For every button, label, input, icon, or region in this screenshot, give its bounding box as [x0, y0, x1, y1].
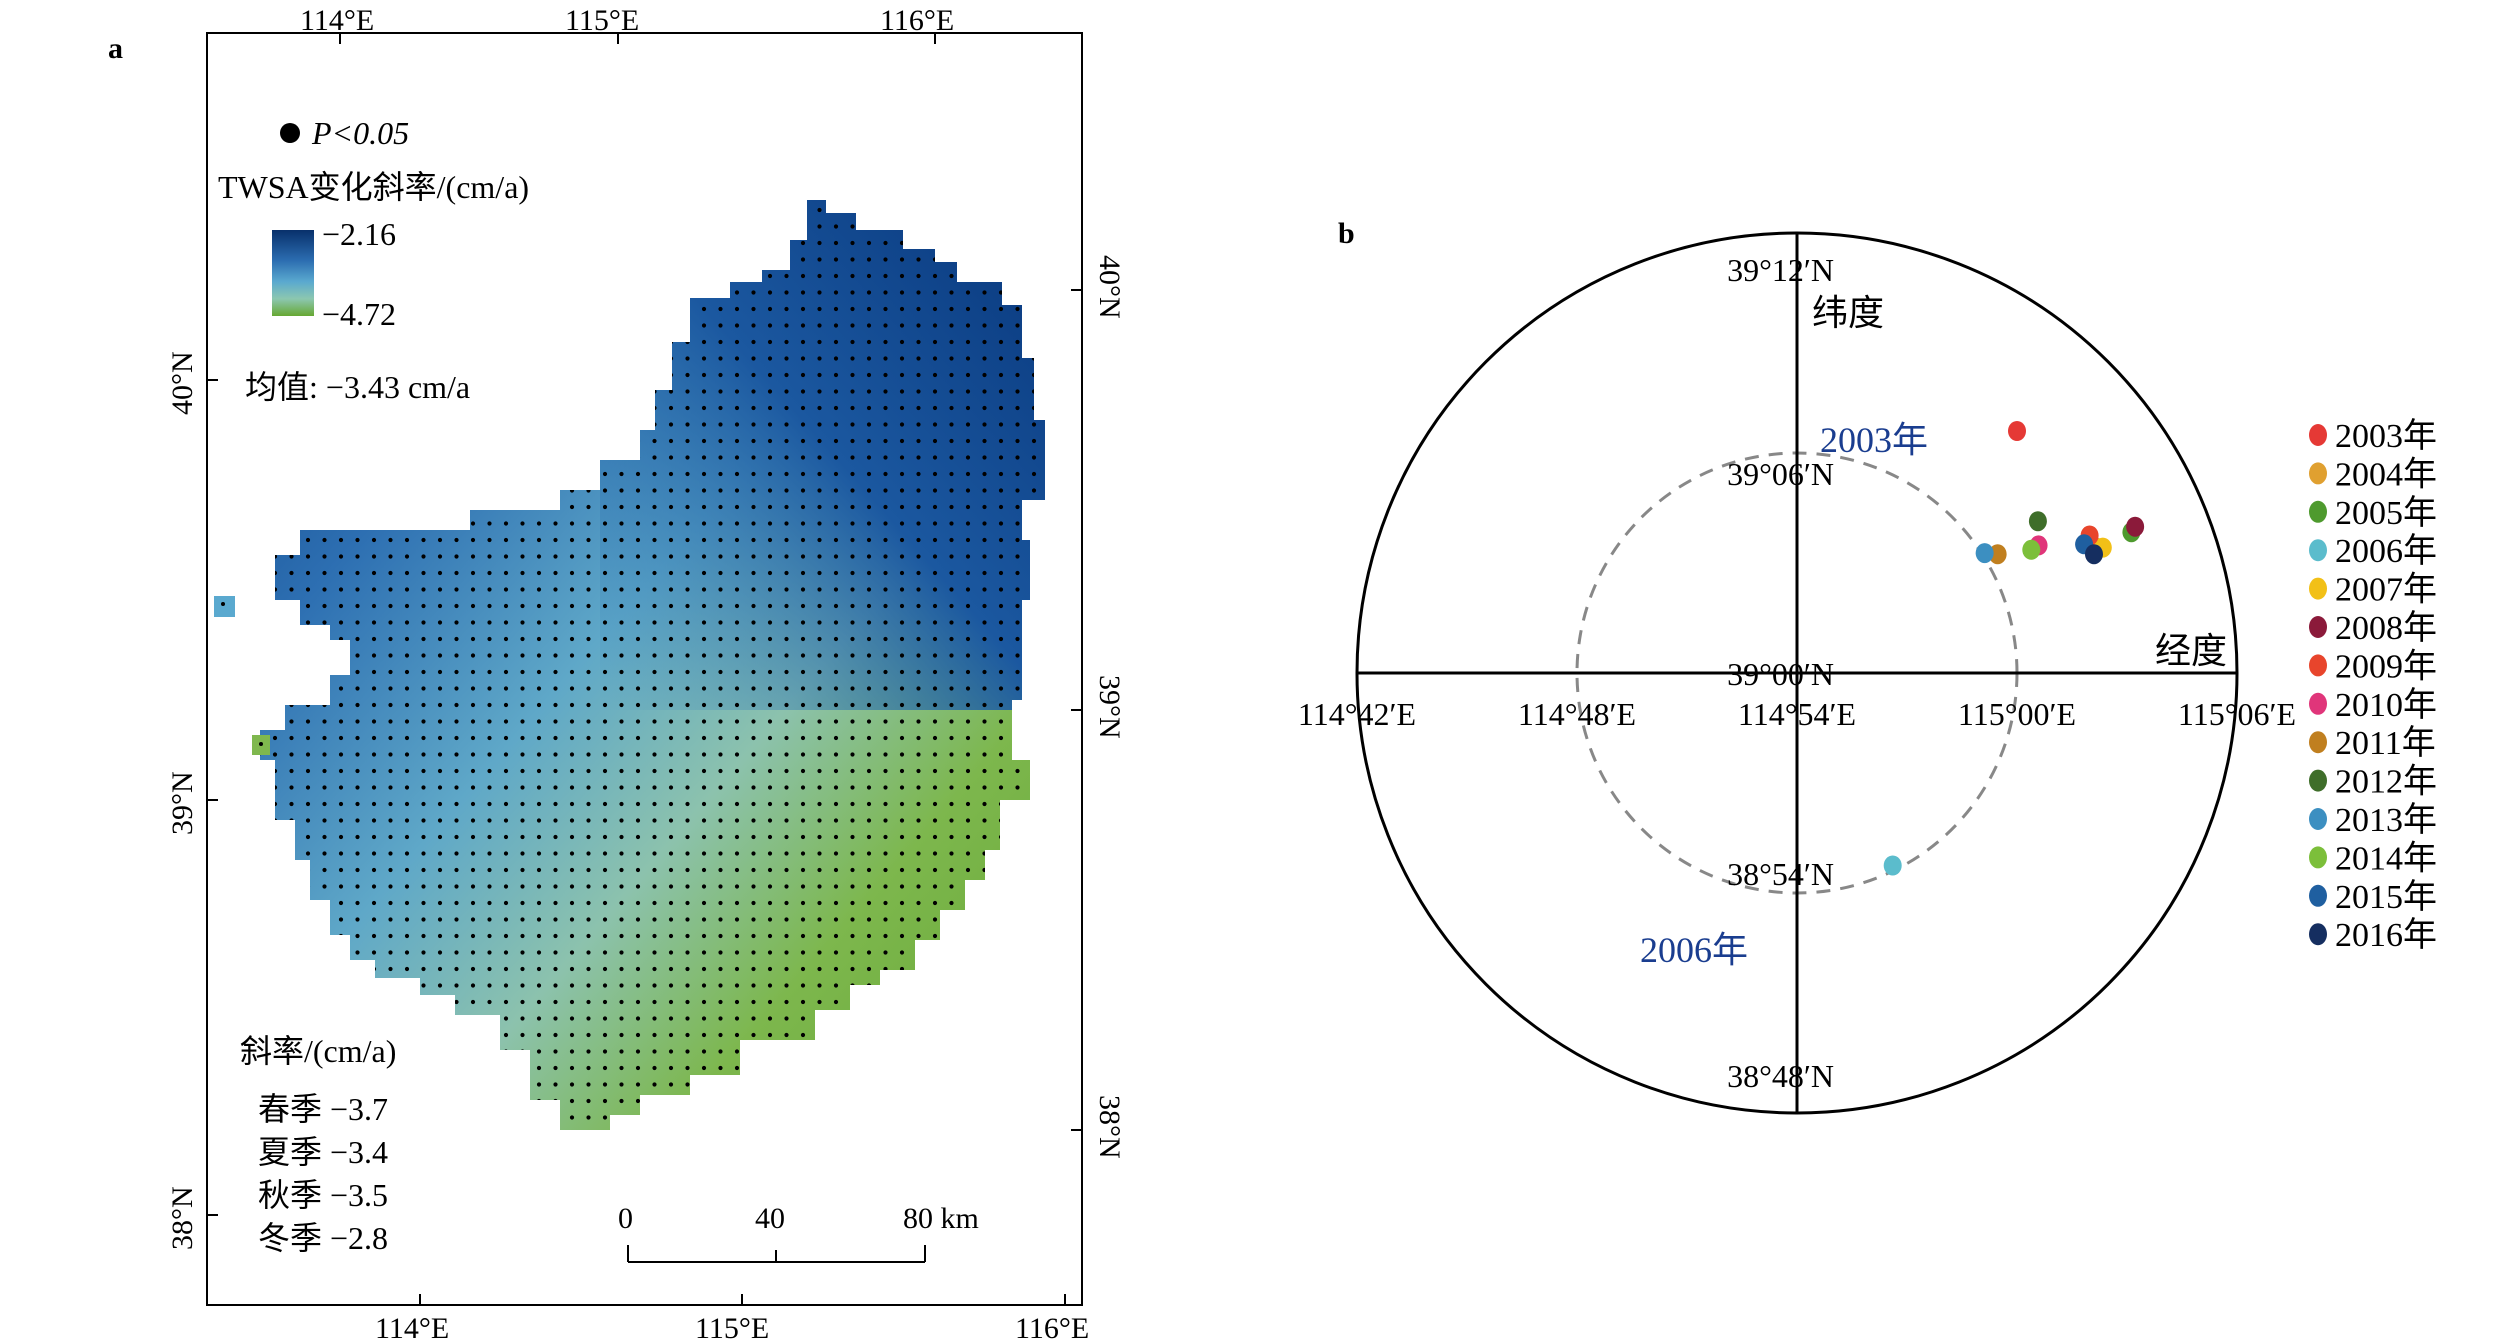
- lat-tick-3: 38°54′N: [1727, 856, 1834, 892]
- legend-label-4: 2007年: [2335, 571, 2437, 609]
- slope-spring: 春季 −3.7: [258, 1091, 388, 1127]
- slope-summer: 夏季 −3.4: [258, 1134, 388, 1170]
- legend-label-8: 2011年: [2335, 724, 2436, 762]
- right-tick-38: 38°N: [1093, 1095, 1126, 1159]
- top-tick-114: 114°E: [300, 4, 374, 37]
- centroid-points: [1883, 421, 2145, 876]
- panel-b: b 纬度 经度 39°12′N 39°06′N 39°00′N 38°54′N …: [1298, 217, 2437, 1115]
- centroid-point-10: [1975, 543, 1994, 564]
- top-tick-labels: 114°E 115°E 116°E: [300, 4, 954, 37]
- right-tick-39: 39°N: [1093, 675, 1126, 739]
- map-frame: [206, 32, 1083, 1306]
- centroid-point-13: [2085, 544, 2103, 565]
- legend-label-9: 2012年: [2335, 763, 2437, 801]
- legend-label-7: 2010年: [2335, 686, 2437, 724]
- legend-swatch-11: [2309, 846, 2327, 869]
- longitude-axis-label: 经度: [2155, 631, 2227, 671]
- legend-label-13: 2016年: [2335, 916, 2437, 954]
- legend-label-6: 2009年: [2335, 647, 2437, 685]
- legend-label-11: 2014年: [2335, 839, 2437, 877]
- right-tick-40: 40°N: [1093, 255, 1126, 319]
- panel-a-label: a: [108, 32, 123, 65]
- scale-tick-40: 40: [755, 1202, 785, 1235]
- centroid-point-9: [2028, 511, 2047, 532]
- bottom-tick-labels: 114°E 115°E 116°E: [375, 1312, 1089, 1339]
- legend-swatch-12: [2309, 884, 2327, 907]
- legend-swatch-5: [2309, 616, 2327, 638]
- left-tick-39: 39°N: [166, 771, 199, 835]
- legend-swatch-0: [2309, 424, 2327, 446]
- legend-label-0: 2003年: [2335, 417, 2437, 455]
- lon-tick-2: 114°54′E: [1738, 696, 1856, 732]
- annotation-2003: 2003年: [1820, 420, 1928, 460]
- legend-label-10: 2013年: [2335, 801, 2437, 839]
- colorbar-min: −4.72: [322, 296, 396, 332]
- legend-swatch-10: [2309, 808, 2327, 830]
- top-tick-115: 115°E: [565, 4, 639, 37]
- left-tick-38: 38°N: [166, 1186, 199, 1250]
- centroid-point-11: [2022, 539, 2041, 560]
- latitude-tick-labels: 39°12′N 39°06′N 39°00′N 38°54′N 38°48′N: [1727, 252, 1834, 1094]
- legend-swatch-1: [2309, 462, 2327, 485]
- legend-swatch-4: [2309, 577, 2327, 600]
- bottom-tick-116: 116°E: [1015, 1312, 1089, 1339]
- legend-swatch-9: [2309, 769, 2327, 792]
- legend-swatch-7: [2309, 692, 2327, 715]
- scale-bar: 0 40 80 km: [618, 1202, 979, 1263]
- centroid-point-5: [2126, 516, 2145, 537]
- significance-dots: [260, 200, 1045, 1130]
- legend-label-2: 2005年: [2335, 494, 2437, 532]
- legend-swatch-3: [2309, 539, 2327, 562]
- lat-tick-1: 39°06′N: [1727, 456, 1834, 492]
- centroid-point-3: [1883, 855, 1902, 876]
- legend-label-1: 2004年: [2335, 455, 2437, 493]
- top-tick-116: 116°E: [880, 4, 954, 37]
- colorbar: [272, 230, 314, 316]
- right-tick-labels: 40°N 39°N 38°N: [1093, 255, 1126, 1159]
- scale-tick-0: 0: [618, 1202, 633, 1235]
- slope-winter: 冬季 −2.8: [258, 1220, 388, 1256]
- panel-a: a 114°E 115°E 116°E 114°E 115°E 116°E 40…: [108, 4, 1126, 1339]
- significance-dot-icon: [280, 123, 300, 143]
- significance-label: P<0.05: [311, 115, 409, 151]
- seasonal-slope-box: 斜率/(cm/a) 春季 −3.7 夏季 −3.4 秋季 −3.5 冬季 −2.…: [240, 1033, 396, 1256]
- slope-autumn: 秋季 −3.5: [258, 1177, 388, 1213]
- mean-value: 均值: −3.43 cm/a: [245, 369, 470, 405]
- centroid-point-0: [2008, 421, 2026, 441]
- legend-label-3: 2006年: [2335, 532, 2437, 570]
- isolated-cell-blue: [214, 596, 235, 617]
- lon-tick-0: 114°42′E: [1298, 696, 1416, 732]
- lon-tick-3: 115°00′E: [1958, 696, 2076, 732]
- left-tick-labels: 40°N 39°N 38°N: [166, 351, 199, 1250]
- seasonal-slope-title: 斜率/(cm/a): [240, 1033, 396, 1069]
- lon-tick-4: 115°06′E: [2178, 696, 2296, 732]
- lat-tick-0: 39°12′N: [1727, 252, 1834, 288]
- year-legend: 2003年2004年2005年2006年2007年2008年2009年2010年…: [2309, 417, 2437, 954]
- legend-label-5: 2008年: [2335, 609, 2437, 647]
- scale-tick-80: 80 km: [903, 1202, 979, 1235]
- legend-swatch-8: [2309, 731, 2327, 754]
- colorbar-max: −2.16: [322, 216, 396, 252]
- latitude-axis-label: 纬度: [1812, 293, 1884, 333]
- legend-swatch-2: [2309, 500, 2327, 523]
- twsa-map: [214, 200, 1045, 1130]
- lon-tick-1: 114°48′E: [1518, 696, 1636, 732]
- left-tick-40: 40°N: [166, 351, 199, 415]
- centroid-point-8: [1988, 544, 2007, 565]
- longitude-tick-labels: 114°42′E 114°48′E 114°54′E 115°00′E 115°…: [1298, 696, 2296, 732]
- legend-swatch-6: [2309, 654, 2327, 677]
- bottom-tick-114: 114°E: [375, 1312, 449, 1339]
- legend-label-12: 2015年: [2335, 878, 2437, 916]
- panel-b-label: b: [1338, 217, 1355, 250]
- lat-tick-2: 39°00′N: [1727, 656, 1834, 692]
- bottom-tick-115: 115°E: [695, 1312, 769, 1339]
- annotation-2006: 2006年: [1640, 930, 1748, 970]
- frame-ticks: [207, 33, 1082, 1305]
- legend-swatch-13: [2309, 923, 2327, 946]
- lat-tick-4: 38°48′N: [1727, 1058, 1834, 1094]
- colorbar-title: TWSA变化斜率/(cm/a): [218, 169, 529, 205]
